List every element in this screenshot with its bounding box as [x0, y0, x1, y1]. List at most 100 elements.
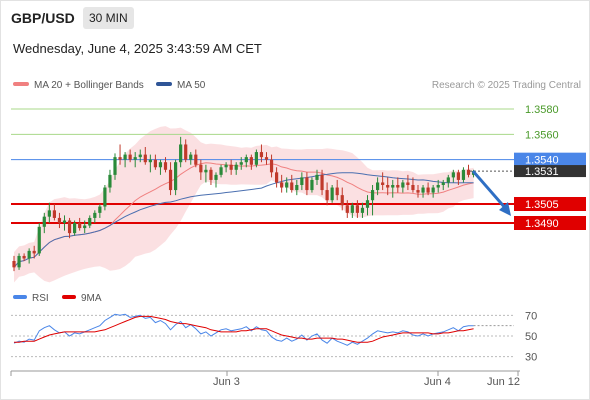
candle-body — [466, 169, 471, 175]
candle-body — [73, 223, 77, 234]
candle-body — [436, 185, 440, 188]
candle-body — [224, 164, 228, 168]
candle-body — [325, 190, 329, 201]
candle-body — [93, 212, 97, 218]
candle-body — [194, 154, 198, 165]
level-label-1-3540: 1.3540 — [525, 155, 559, 167]
candle-body — [42, 216, 46, 227]
forecast-arrow-head — [499, 202, 511, 216]
candle-body — [118, 157, 122, 160]
candle-body — [12, 261, 16, 268]
candle-body — [315, 174, 319, 180]
candle-body — [446, 177, 450, 183]
timestamp: Wednesday, June 4, 2025 3:43:59 AM CET — [13, 41, 262, 56]
candle-body — [98, 206, 102, 213]
level-label-1-3490: 1.3490 — [525, 218, 559, 230]
candle-body — [209, 169, 213, 180]
candle-body — [143, 154, 147, 163]
candle-body — [244, 157, 248, 163]
candle-body — [189, 154, 193, 160]
candle-body — [280, 182, 284, 188]
candle-body — [345, 205, 349, 213]
candle-body — [416, 190, 420, 193]
legend-9ma: 9MA — [62, 293, 102, 304]
rsi-tick-50: 50 — [525, 331, 537, 343]
candle-body — [396, 185, 400, 188]
rsi-tick-70: 70 — [525, 310, 537, 322]
candle-body — [184, 144, 188, 160]
candle-body — [456, 172, 460, 180]
legend-9ma-label: 9MA — [81, 293, 102, 304]
candle-body — [264, 157, 269, 160]
candle-body — [461, 169, 466, 180]
candle-body — [88, 217, 92, 226]
level-label-1-3505: 1.3505 — [525, 199, 559, 211]
candle-body — [133, 157, 137, 160]
candle-body — [305, 177, 309, 191]
candle-body — [406, 182, 410, 185]
candle-body — [376, 182, 380, 191]
candle-body — [47, 210, 51, 217]
candle-body — [37, 226, 41, 254]
candle-body — [204, 169, 208, 173]
candle-body — [57, 217, 62, 223]
x-label-jun4: Jun 4 — [424, 376, 451, 388]
level-tag-1-3540 — [514, 152, 586, 167]
timeframe-button[interactable]: 30 MIN — [83, 7, 134, 29]
candle-body — [340, 195, 344, 206]
candle-body — [158, 162, 163, 168]
candle-body — [254, 152, 258, 165]
candle-body — [370, 190, 375, 201]
legend-rsi: RSI — [13, 293, 49, 304]
rsi-swatch — [13, 295, 27, 300]
candle-body — [355, 205, 359, 213]
legend-ma50: MA 50 — [156, 80, 205, 91]
candle-body — [27, 250, 31, 259]
forecast-arrow-shaft — [471, 170, 509, 211]
candle-body — [391, 185, 395, 188]
last-price-label: 1.3531 — [525, 166, 559, 178]
candle-body — [153, 159, 157, 168]
candle-body — [199, 164, 203, 173]
candle-body — [300, 177, 304, 185]
candle-body — [259, 152, 264, 158]
rsi-ma-line — [14, 315, 474, 343]
candle-body — [310, 179, 314, 191]
candle-body — [219, 167, 223, 175]
candle-body — [335, 187, 339, 196]
candle-body — [330, 187, 334, 201]
candle-body — [163, 162, 168, 170]
legend-ma50-label: MA 50 — [177, 80, 206, 91]
candle-body — [168, 169, 173, 191]
candle-body — [22, 255, 26, 259]
candle-body — [441, 182, 445, 185]
symbol-label[interactable]: GBP/USD — [11, 10, 75, 26]
candle-body — [401, 182, 405, 188]
x-label-jun3: Jun 3 — [213, 376, 240, 388]
candle-body — [128, 154, 132, 160]
candle-body — [83, 225, 87, 229]
bollinger-bands — [14, 126, 474, 283]
level-tag-1-3490 — [514, 216, 586, 230]
candle-body — [62, 220, 67, 223]
candle-body — [174, 162, 178, 191]
level-label-1-3580: 1.3580 — [525, 104, 559, 116]
candle-body — [426, 187, 430, 193]
legend-rsi-label: RSI — [32, 293, 49, 304]
9ma-swatch — [62, 295, 76, 300]
legend-ma20: MA 20 + Bollinger Bands — [13, 80, 144, 91]
last-price-tag — [514, 165, 586, 178]
candle-body — [275, 172, 279, 183]
candle-body — [17, 255, 21, 268]
candle-body — [103, 187, 107, 207]
candle-body — [290, 182, 294, 191]
candle-body — [431, 187, 435, 193]
candle-body — [113, 157, 117, 175]
candle-body — [123, 154, 127, 160]
candle-body — [239, 162, 243, 165]
candle-body — [421, 187, 425, 193]
candle-body — [411, 185, 415, 191]
x-label-jun12: Jun 12 — [487, 376, 521, 388]
legend-ma20-label: MA 20 + Bollinger Bands — [34, 80, 144, 91]
